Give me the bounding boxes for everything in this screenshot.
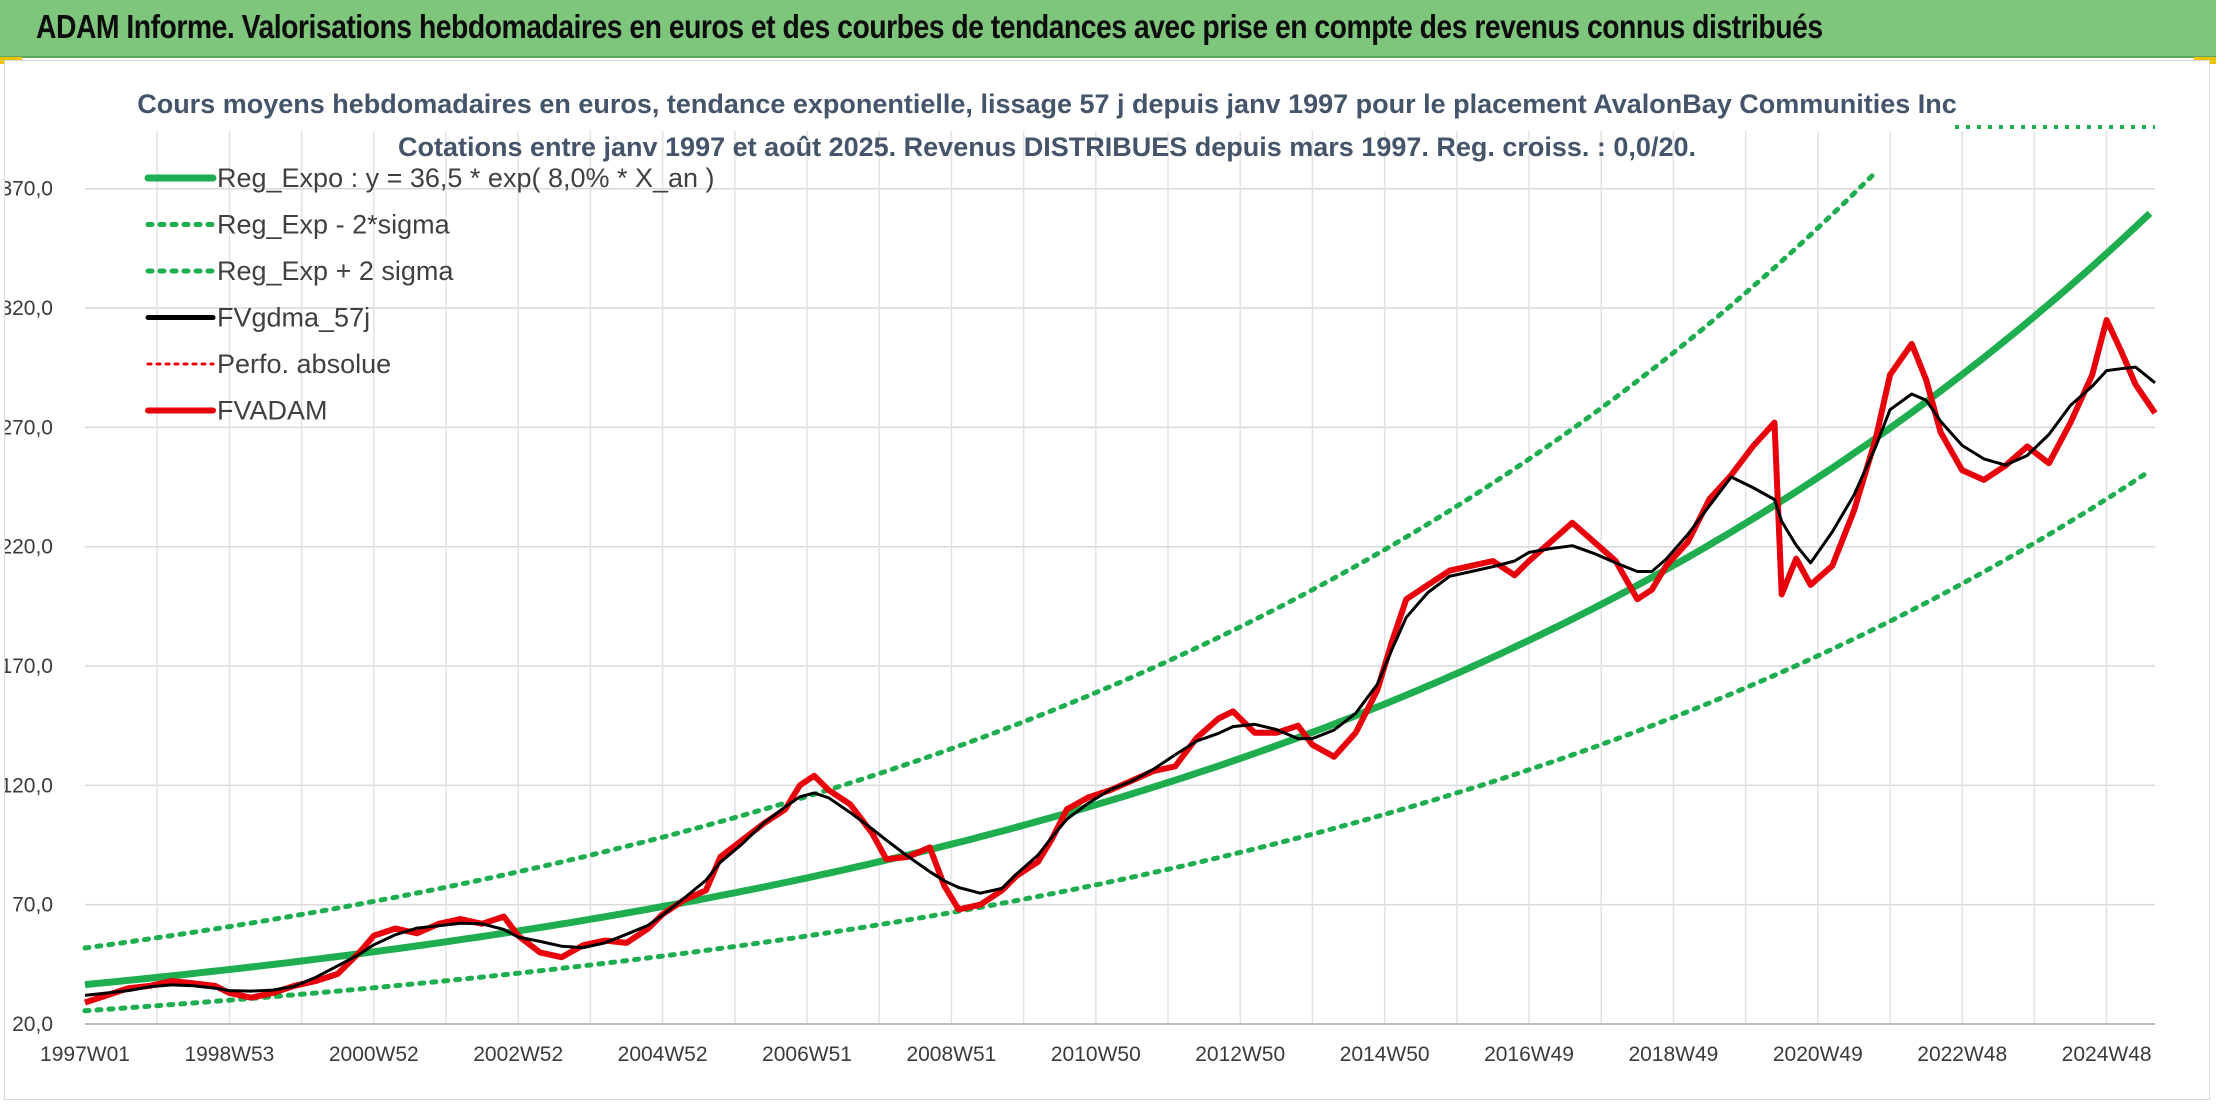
axes: 20,0 70,0 120,0 170,0 220,0 270,0 320,0 370,0 19… [5, 178, 2155, 1066]
series [84, 317, 2158, 1006]
x-tick-label: 2002W52 [473, 1043, 563, 1066]
x-tick-label: 2016W49 [1484, 1043, 1574, 1066]
chart-area: 20,0 70,0 120,0 170,0 220,0 270,0 320,0 370,0 19… [4, 60, 2210, 1100]
chart-subtitle: Cotations entre janv 1997 et août 2025. … [398, 132, 1696, 162]
legend-label-low: Reg_Exp - 2*sigma [217, 210, 451, 240]
x-tick-label: 1998W53 [184, 1043, 274, 1066]
legend-label-perfo: Perfo. absolue [217, 349, 391, 379]
x-tick-label: 2024W48 [2062, 1043, 2152, 1066]
trend-bands [82, 169, 2153, 1014]
y-tick-label: 220,0 [5, 536, 53, 559]
x-tick-label: 2012W50 [1195, 1043, 1285, 1066]
x-tick-label: 2018W49 [1628, 1043, 1718, 1066]
y-tick-label: 270,0 [5, 416, 53, 439]
x-tick-label: 2000W52 [329, 1043, 419, 1066]
y-tick-label: 120,0 [5, 774, 53, 797]
reg-exp-minus-2sigma-line [82, 468, 2153, 1014]
chart-svg: 20,0 70,0 120,0 170,0 220,0 270,0 320,0 370,0 19… [5, 89, 2158, 1066]
chart-title: Cours moyens hebdomadaires en euros, ten… [137, 89, 1957, 119]
x-tick-label: 1997W01 [40, 1043, 130, 1066]
legend-label-high: Reg_Exp + 2 sigma [217, 256, 454, 286]
x-tick-label: 2010W50 [1051, 1043, 1141, 1066]
legend: Reg_Expo : y = 36,5 * exp( 8,0% * X_an )… [144, 163, 715, 426]
legend-label-fvgdma: FVgdma_57j [217, 303, 370, 333]
fvgdma-57j-line [84, 365, 2156, 997]
x-tick-label: 2008W51 [906, 1043, 996, 1066]
y-tick-label: 320,0 [5, 297, 53, 320]
y-tick-label: 70,0 [12, 894, 53, 917]
reg-expo-line [84, 210, 2153, 989]
x-tick-label: 2006W51 [762, 1043, 852, 1066]
grid [85, 131, 2155, 1025]
x-tick-label: 2022W48 [1917, 1043, 2007, 1066]
report-banner: ADAM Informe. Valorisations hebdomadaire… [0, 0, 2216, 58]
legend-label-fvadam: FVADAM [217, 396, 328, 426]
x-tick-label: 2020W49 [1773, 1043, 1863, 1066]
legend-label-reg: Reg_Expo : y = 36,5 * exp( 8,0% * X_an ) [217, 163, 715, 193]
x-tick-label: 2014W50 [1340, 1043, 1430, 1066]
fvadam-line [84, 317, 2158, 1006]
y-tick-label: 170,0 [5, 655, 53, 678]
y-tick-label: 370,0 [5, 178, 53, 201]
reg-exp-plus-2sigma-line [82, 169, 1879, 951]
report-title: ADAM Informe. Valorisations hebdomadaire… [36, 8, 1823, 45]
y-tick-label: 20,0 [12, 1013, 53, 1036]
x-tick-label: 2004W52 [618, 1043, 708, 1066]
